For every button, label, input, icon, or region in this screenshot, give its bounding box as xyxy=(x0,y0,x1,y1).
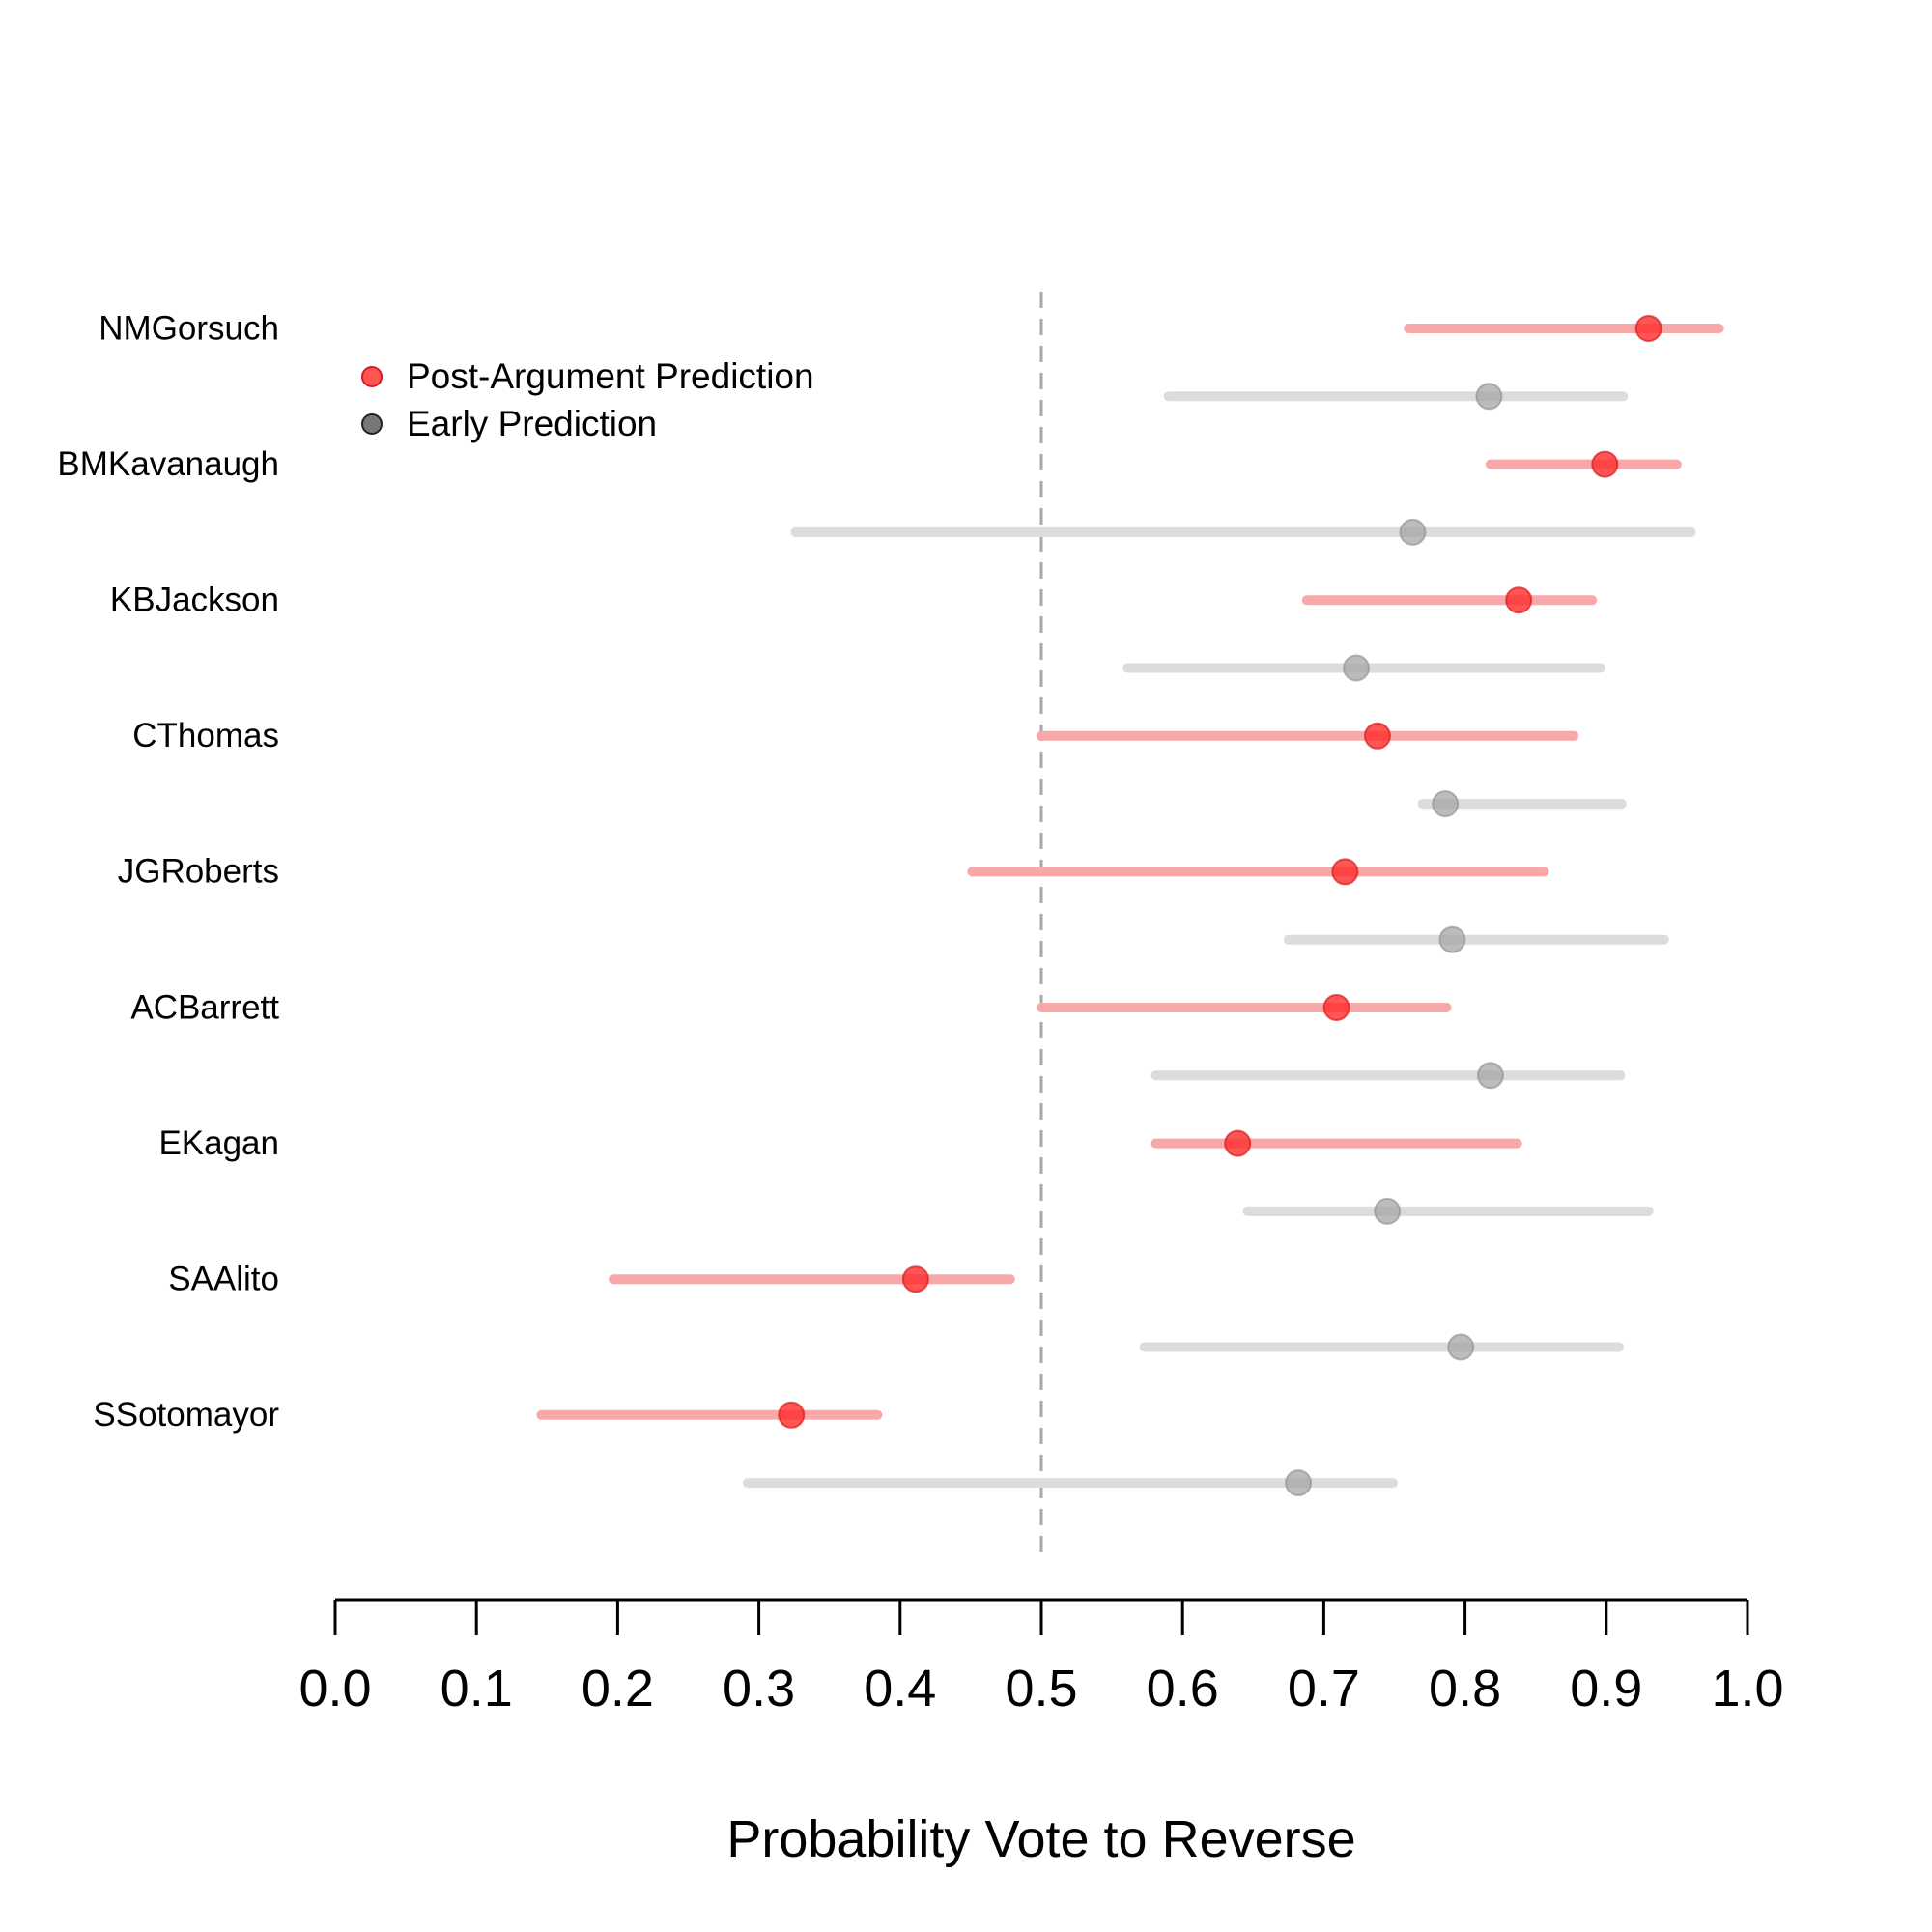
legend: Post-Argument Prediction Early Prediction xyxy=(361,356,814,443)
post-point xyxy=(1505,586,1533,614)
justice-label: JGRoberts xyxy=(118,853,279,891)
post-point xyxy=(778,1401,806,1429)
x-tick-label: 0.2 xyxy=(582,1660,654,1718)
post-point xyxy=(1224,1129,1252,1157)
post-point xyxy=(1331,858,1359,886)
early-point xyxy=(1374,1197,1402,1225)
legend-label: Early Prediction xyxy=(407,404,657,443)
early-point xyxy=(1343,654,1371,682)
x-tick-label: 0.5 xyxy=(1005,1660,1077,1718)
early-point xyxy=(1438,925,1466,953)
x-tick-label: 1.0 xyxy=(1711,1660,1783,1718)
legend-label: Post-Argument Prediction xyxy=(407,356,814,396)
x-tick-label: 0.1 xyxy=(440,1660,513,1718)
justice-label: SSotomayor xyxy=(93,1396,279,1434)
legend-marker xyxy=(361,413,383,435)
post-point xyxy=(1322,994,1350,1021)
x-tick-label: 0.8 xyxy=(1429,1660,1501,1718)
justice-label: NMGorsuch xyxy=(99,309,279,347)
justice-label: KBJackson xyxy=(110,581,279,618)
x-tick-label: 0.4 xyxy=(864,1660,936,1718)
post-point xyxy=(1591,450,1619,478)
x-tick-label: 0.9 xyxy=(1570,1660,1642,1718)
early-point xyxy=(1285,1469,1313,1497)
x-tick-label: 0.0 xyxy=(298,1660,371,1718)
post-point xyxy=(1634,315,1662,342)
justice-label: BMKavanaugh xyxy=(57,445,279,483)
marks-layer xyxy=(536,315,1724,1497)
early-point xyxy=(1399,518,1427,546)
early-point xyxy=(1476,1062,1504,1090)
legend-marker xyxy=(361,366,383,387)
x-axis: 0.0 0.1 0.2 0.3 0.4 0.5 0.6 0.7 0.8 0.9 1.0 xyxy=(298,1598,1784,1718)
early-point xyxy=(1475,383,1503,411)
justice-label: EKagan xyxy=(158,1124,279,1162)
early-point xyxy=(1447,1333,1475,1361)
justice-labels-layer: NMGorsuch BMKavanaugh KBJackson CThomas JGRo… xyxy=(57,309,279,1434)
post-point xyxy=(901,1265,929,1293)
x-tick-label: 0.7 xyxy=(1288,1660,1360,1718)
x-tick-label: 0.3 xyxy=(723,1660,795,1718)
early-point xyxy=(1432,790,1460,818)
x-axis-title: Probability Vote to Reverse xyxy=(726,1810,1355,1868)
post-point xyxy=(1363,722,1391,750)
x-tick-label: 0.6 xyxy=(1147,1660,1219,1718)
justice-label: CThomas xyxy=(132,717,279,754)
justice-label: ACBarrett xyxy=(130,988,279,1026)
justice-label: SAAlito xyxy=(168,1260,279,1297)
